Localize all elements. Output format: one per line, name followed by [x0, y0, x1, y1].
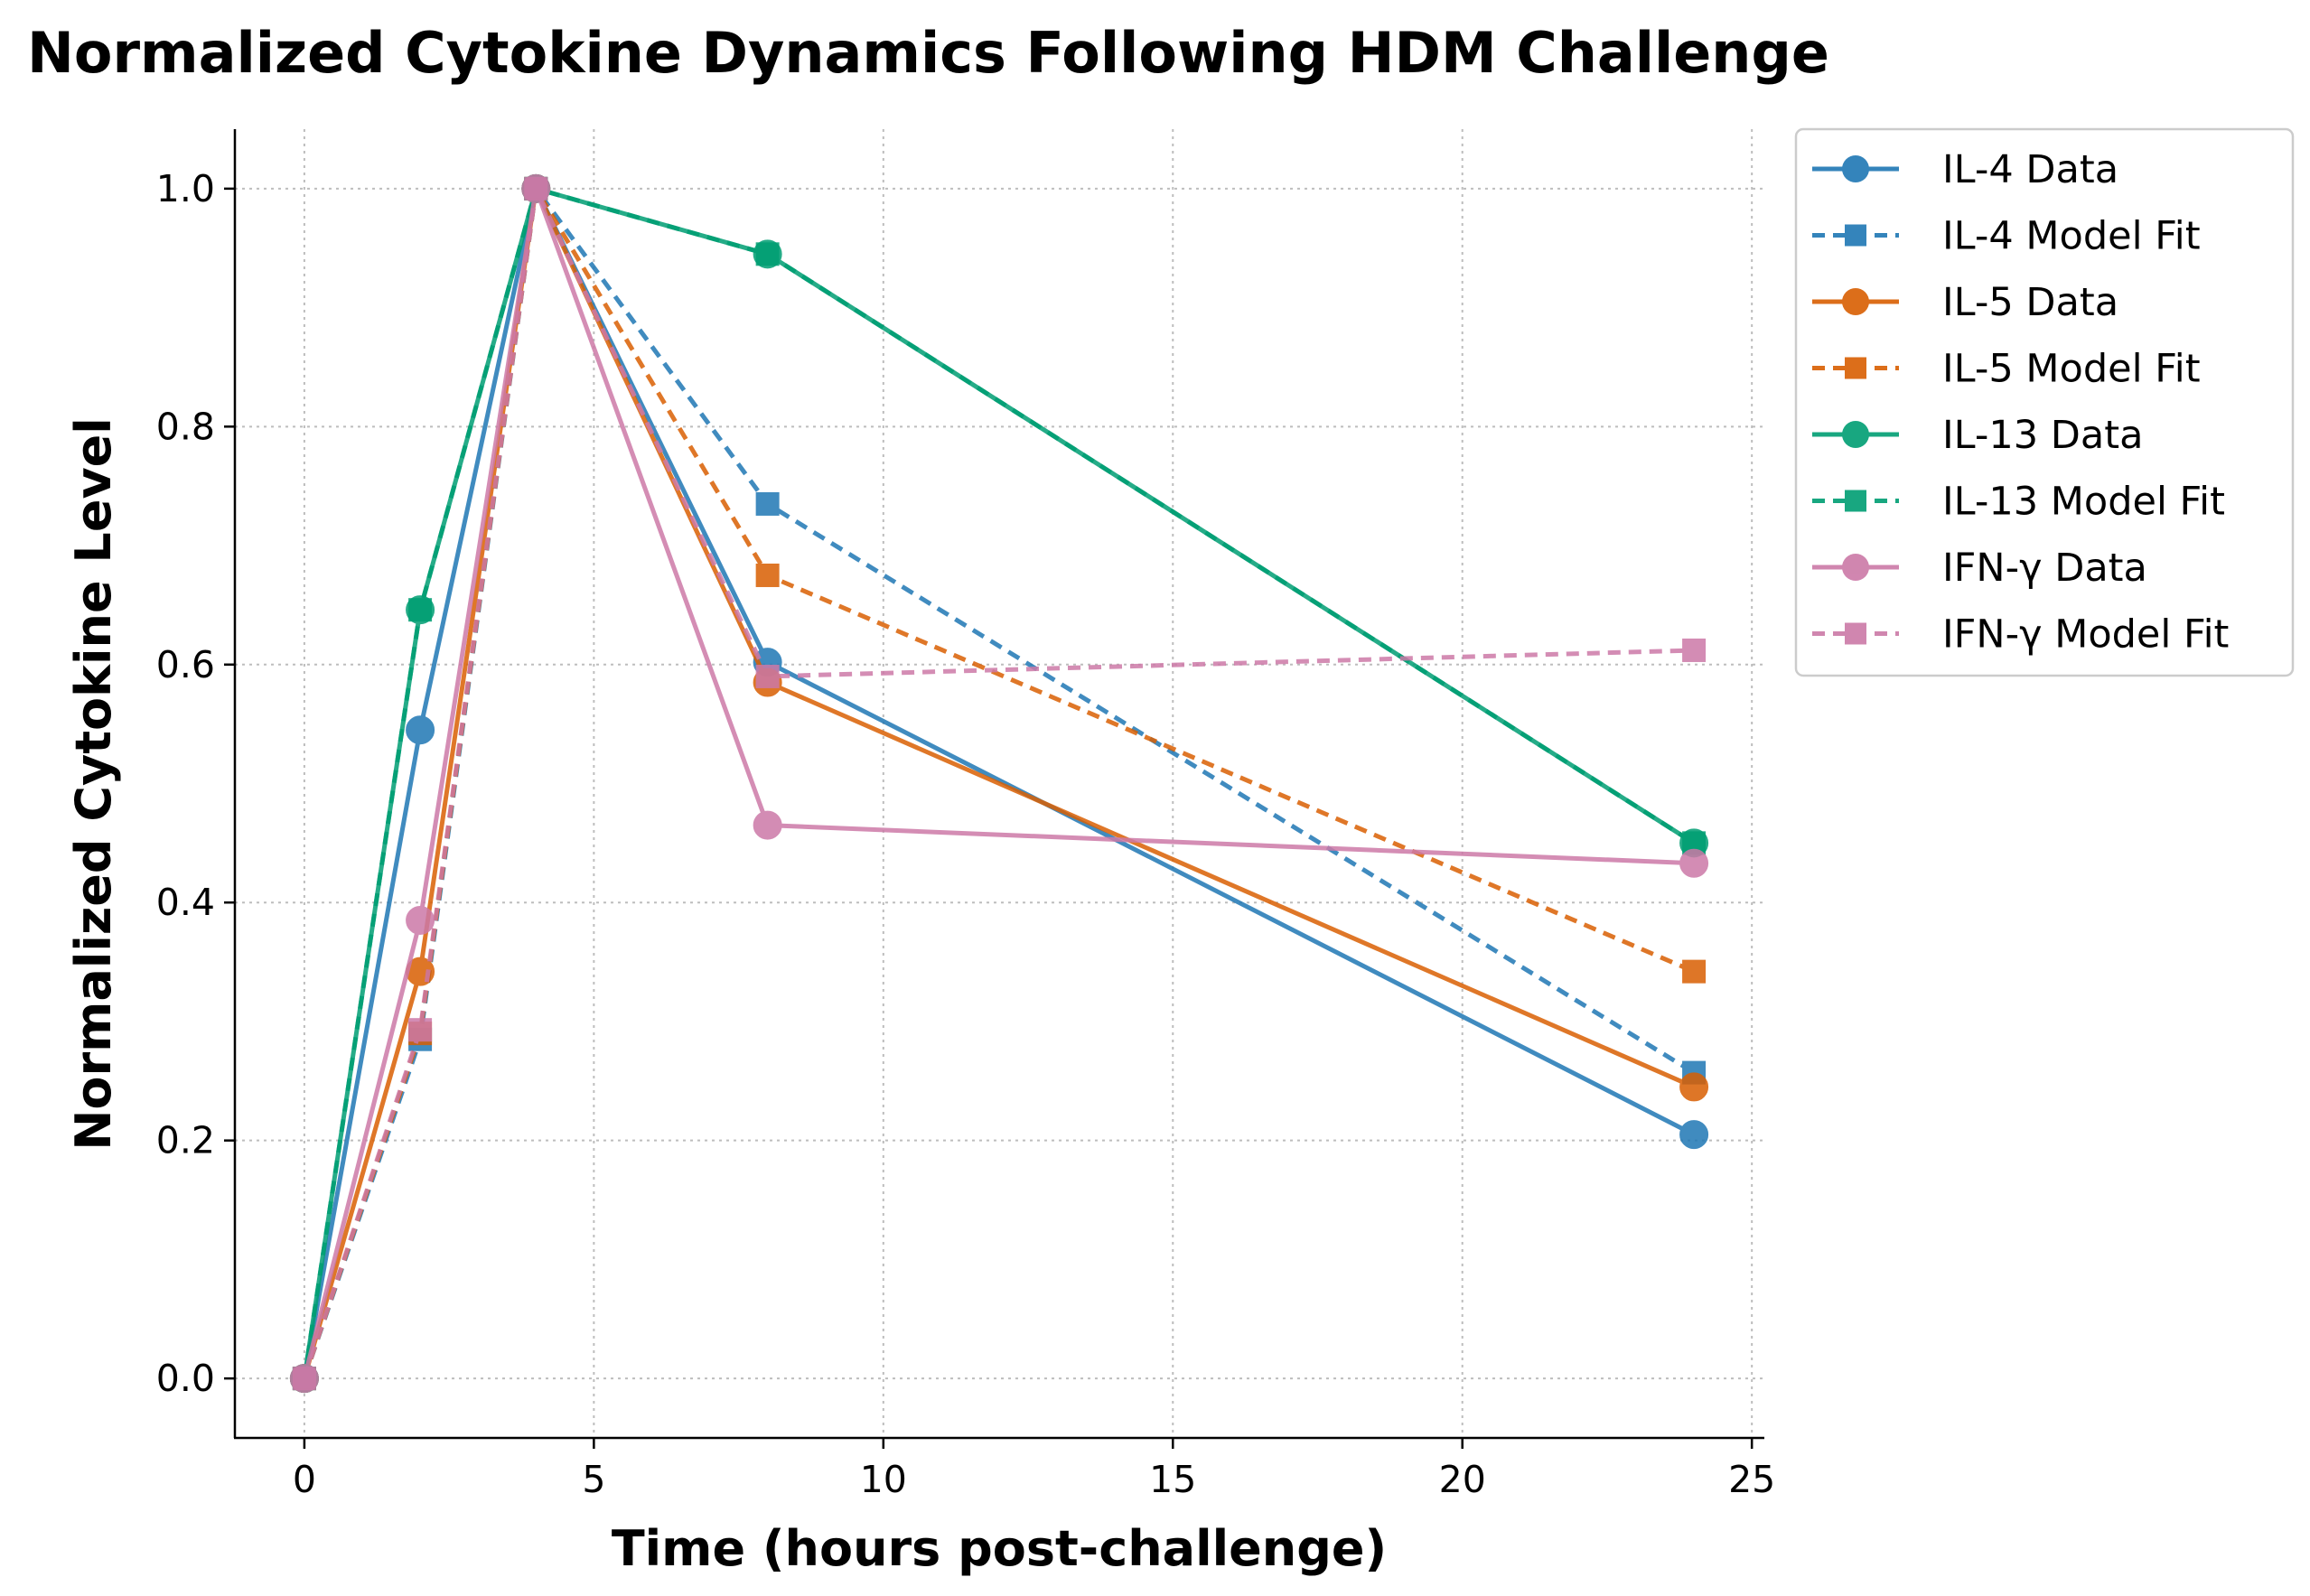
- y-tick-label: 0.2: [156, 1119, 215, 1162]
- x-tick-label: 0: [293, 1458, 316, 1501]
- data-point: [406, 905, 435, 935]
- data-point: [408, 598, 433, 622]
- legend-marker: [1845, 490, 1866, 512]
- legend-label: IL-13 Model Fit: [1942, 480, 2225, 525]
- data-point: [1679, 1120, 1709, 1150]
- legend-marker: [1845, 357, 1866, 379]
- data-point: [524, 176, 548, 201]
- data-point: [755, 664, 780, 688]
- legend-item: [1812, 622, 1899, 645]
- legend-marker: [1842, 155, 1869, 182]
- series-ifn-model-fit: [292, 176, 1707, 1391]
- x-tick-label: 5: [582, 1458, 605, 1501]
- y-tick-label: 0.4: [156, 881, 215, 924]
- data-point: [1682, 638, 1707, 662]
- legend-marker: [1845, 622, 1866, 645]
- legend-label: IL-13 Data: [1942, 413, 2143, 458]
- legend: IL-4 Data IL-4 Model Fit IL-5 Data IL-5 Mod…: [1794, 127, 2295, 677]
- legend-marker: [1842, 288, 1869, 315]
- data-point: [406, 715, 435, 745]
- legend-items: IL-4 Data IL-4 Model Fit IL-5 Data IL-5 Mod…: [1812, 147, 2229, 658]
- y-tick-label: 0.8: [156, 405, 215, 448]
- legend-label: IL-4 Data: [1942, 147, 2118, 192]
- x-tick-label: 25: [1728, 1458, 1775, 1501]
- x-tick-label: 15: [1149, 1458, 1196, 1501]
- x-axis-label: Time (hours post-challenge): [612, 1520, 1387, 1577]
- legend-label: IL-5 Model Fit: [1942, 347, 2201, 392]
- legend-marker: [1842, 421, 1869, 448]
- legend-label: IFN-γ Model Fit: [1942, 612, 2229, 658]
- legend-item: [1812, 554, 1899, 581]
- data-point: [408, 1018, 433, 1042]
- legend-item: [1812, 490, 1899, 512]
- series-layer: [289, 173, 1709, 1394]
- data-point: [755, 491, 780, 516]
- ticks: 0 5 10 15 20 25 0.0 0.2 0.4 0.6 0.8 1.0: [156, 167, 1775, 1501]
- y-axis-label: Normalized Cytokine Level: [65, 417, 122, 1151]
- legend-marker: [1845, 224, 1866, 247]
- series-il-5-data: [289, 173, 1709, 1394]
- x-tick-label: 20: [1439, 1458, 1486, 1501]
- series-line: [302, 186, 1696, 1379]
- legend-frame: [1794, 127, 2295, 677]
- data-point: [755, 563, 780, 587]
- legend-item: [1812, 224, 1899, 247]
- data-point: [292, 1367, 316, 1391]
- legend-label: IL-4 Model Fit: [1942, 214, 2201, 259]
- legend-marker: [1842, 554, 1869, 581]
- y-tick-label: 1.0: [156, 167, 215, 210]
- grid-lines: [235, 129, 1763, 1438]
- y-tick-label: 0.6: [156, 643, 215, 686]
- legend-item: [1812, 288, 1899, 315]
- legend-label: IL-5 Data: [1942, 280, 2118, 325]
- data-point: [753, 810, 782, 840]
- x-tick-label: 10: [860, 1458, 907, 1501]
- y-tick-label: 0.0: [156, 1357, 215, 1400]
- data-point: [1682, 831, 1707, 855]
- data-point: [1682, 959, 1707, 984]
- legend-item: [1812, 357, 1899, 379]
- data-point: [1679, 848, 1709, 878]
- legend-label: IFN-γ Data: [1942, 546, 2147, 591]
- axes: [233, 129, 1764, 1440]
- legend-item: [1812, 421, 1899, 448]
- chart-title: Normalized Cytokine Dynamics Following H…: [27, 20, 1829, 86]
- legend-item: [1812, 155, 1899, 182]
- data-point: [1679, 1072, 1709, 1102]
- data-point: [755, 242, 780, 266]
